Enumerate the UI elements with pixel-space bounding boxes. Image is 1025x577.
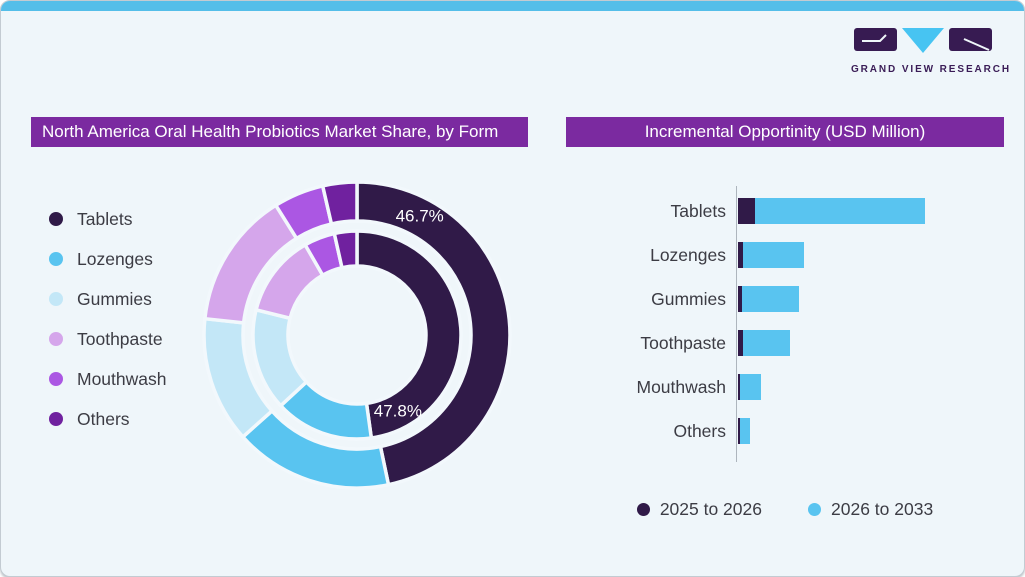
legend-item-lozenges: Lozenges	[49, 239, 167, 279]
bar-category-label: Mouthwash	[636, 376, 727, 397]
bar-chart-title-text: Incremental Opportinity (USD Million)	[644, 122, 926, 141]
bar-segment-2026-to-2033	[740, 418, 750, 444]
bar-chart: Tablets Lozenges Gummies Toothpaste Mouthwas…	[566, 186, 1004, 462]
bar-segment-2025-to-2026	[738, 242, 743, 268]
donut-chart-title: North America Oral Health Probiotics Mar…	[31, 117, 528, 147]
bar-legend-item-2025-to-2026: 2025 to 2026	[636, 499, 762, 520]
bar-chart-axis	[736, 186, 737, 462]
bar-chart-title: Incremental Opportinity (USD Million)	[566, 117, 1004, 147]
bar-category-label: Tablets	[670, 200, 726, 221]
legend-item-toothpaste: Toothpaste	[49, 319, 167, 359]
bar-track	[738, 330, 790, 356]
legend-label: Tablets	[77, 208, 133, 229]
legend-swatch	[49, 412, 63, 426]
bar-track	[738, 374, 761, 400]
gvr-logo: GRAND VIEW RESEARCH	[851, 28, 1011, 75]
donut-legend: Tablets Lozenges Gummies Toothpaste Mouthwas…	[49, 199, 167, 439]
bar-category-label: Others	[673, 420, 726, 441]
bar-track	[738, 198, 925, 224]
legend-item-mouthwash: Mouthwash	[49, 359, 167, 399]
legend-swatch	[808, 503, 821, 516]
top-accent-bar	[1, 1, 1024, 11]
bar-segment-2025-to-2026	[738, 330, 743, 356]
bar-row-mouthwash: Mouthwash	[566, 374, 1004, 400]
bar-track	[738, 286, 799, 312]
bar-row-gummies: Gummies	[566, 286, 1004, 312]
bar-row-lozenges: Lozenges	[566, 242, 1004, 268]
bar-category-label: Toothpaste	[640, 332, 726, 353]
bar-segment-2026-to-2033	[742, 286, 799, 312]
bar-segment-2025-to-2026	[738, 286, 742, 312]
bar-row-toothpaste: Toothpaste	[566, 330, 1004, 356]
legend-label: Toothpaste	[77, 328, 163, 349]
bar-category-label: Gummies	[651, 288, 726, 309]
legend-swatch	[49, 292, 63, 306]
donut-segment-outer-tablets	[355, 180, 512, 487]
donut-segment-inner-tablets	[355, 229, 463, 440]
bar-chart-legend: 2025 to 2026 2026 to 2033	[566, 499, 1004, 520]
bar-track	[738, 418, 750, 444]
legend-item-gummies: Gummies	[49, 279, 167, 319]
gvr-logo-wordmark: GRAND VIEW RESEARCH	[851, 64, 1011, 75]
bar-row-tablets: Tablets	[566, 198, 1004, 224]
legend-item-others: Others	[49, 399, 167, 439]
legend-swatch	[49, 252, 63, 266]
bar-segment-2026-to-2033	[755, 198, 925, 224]
bar-legend-item-2026-to-2033: 2026 to 2033	[808, 499, 933, 520]
bar-segment-2026-to-2033	[740, 374, 761, 400]
donut-segment-inner-gummies	[251, 308, 309, 408]
donut-segment-inner-others	[332, 229, 359, 270]
bar-segment-2026-to-2033	[743, 330, 790, 356]
gvr-logo-mark	[854, 28, 992, 53]
donut-data-label-outer: 46.7%	[396, 207, 444, 226]
donut-data-label-inner: 47.8%	[374, 401, 422, 420]
legend-item-tablets: Tablets	[49, 199, 167, 239]
bar-row-others: Others	[566, 418, 1004, 444]
donut-chart: 46.7% 47.8%	[202, 180, 512, 490]
legend-swatch	[49, 332, 63, 346]
donut-segment-outer-others	[320, 180, 359, 226]
legend-label: 2025 to 2026	[659, 499, 762, 519]
bar-segment-2025-to-2026	[738, 198, 755, 224]
legend-swatch	[49, 212, 63, 226]
legend-label: Others	[77, 408, 130, 429]
donut-chart-title-text: North America Oral Health Probiotics Mar…	[42, 122, 499, 141]
legend-label: Gummies	[77, 288, 152, 309]
legend-swatch	[636, 503, 650, 516]
legend-label: 2026 to 2033	[831, 499, 934, 519]
bar-segment-2026-to-2033	[743, 242, 804, 268]
legend-label: Mouthwash	[77, 368, 167, 389]
bar-track	[738, 242, 804, 268]
legend-swatch	[49, 372, 63, 386]
bar-segment-2025-to-2026	[738, 418, 740, 444]
legend-label: Lozenges	[77, 248, 153, 269]
bar-category-label: Lozenges	[650, 244, 726, 265]
bar-segment-2025-to-2026	[738, 374, 740, 400]
